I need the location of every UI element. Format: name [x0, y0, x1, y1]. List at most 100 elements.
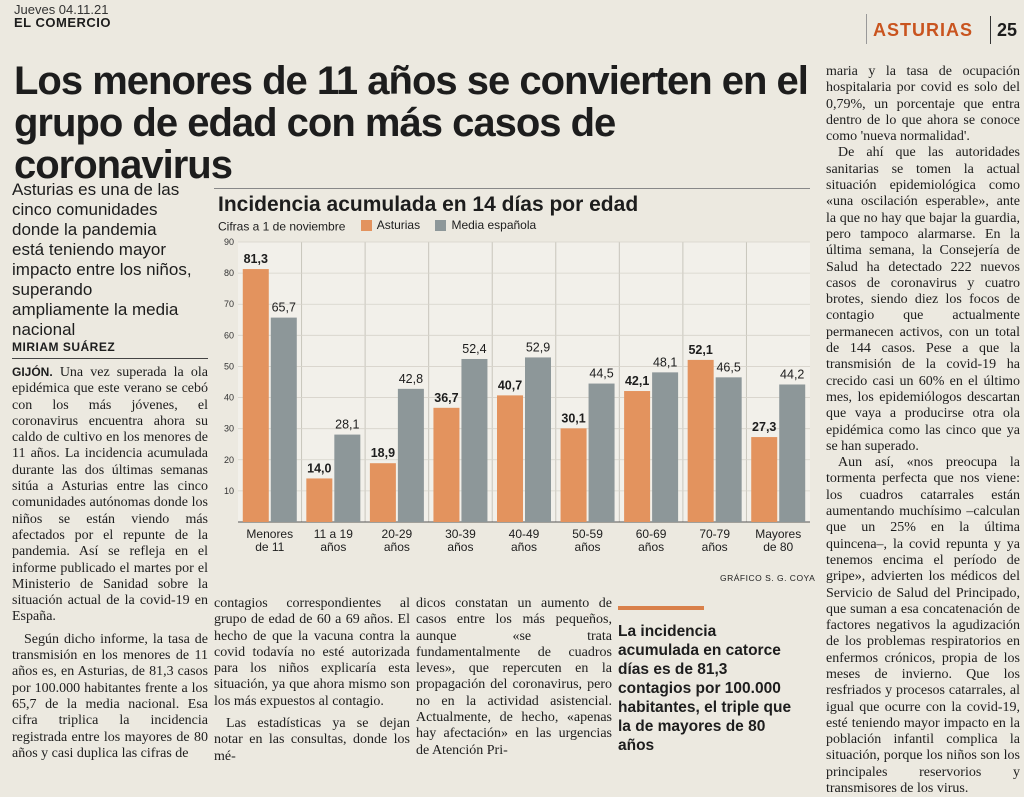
bar-value-label: 65,7	[272, 301, 296, 315]
y-tick-label: 90	[224, 237, 234, 247]
bar-value-label: 81,3	[244, 252, 268, 266]
bar-value-label: 27,3	[752, 420, 776, 434]
paragraph: GIJÓN. Una vez superada la ola epidémica…	[12, 364, 208, 626]
legend-label: Media española	[451, 218, 537, 232]
bar-media	[588, 383, 615, 522]
x-tick-label: 50-59	[572, 527, 603, 541]
bar-asturias	[242, 269, 269, 522]
article-column-5: maria y la tasa de ocupación hospitalari…	[826, 64, 1020, 797]
y-tick-label: 80	[224, 268, 234, 278]
x-tick-label: años	[447, 540, 473, 554]
paragraph: Las estadísticas ya se dejan notar en la…	[214, 716, 410, 764]
bar-media	[525, 357, 551, 522]
paragraph: contagios correspondientes al grupo de e…	[214, 596, 410, 709]
y-tick-label: 60	[224, 330, 234, 340]
bar-media	[270, 317, 297, 522]
bar-media	[461, 358, 488, 522]
x-tick-label: años	[511, 540, 537, 554]
bar-value-label: 44,2	[780, 367, 804, 381]
article-column-3: dicos constatan un aumento de casos entr…	[416, 596, 612, 759]
x-tick-label: 11 a 19	[314, 527, 353, 541]
x-tick-label: Mayores	[755, 527, 801, 541]
bar-value-label: 44,5	[589, 367, 613, 381]
x-tick-label: de 80	[763, 540, 793, 554]
chart-subtitle: Cifras a 1 de noviembre	[218, 219, 346, 234]
chart-title: Incidencia acumulada en 14 días por edad	[218, 193, 639, 216]
legend-item-media: Media española	[423, 218, 536, 232]
bar-value-label: 36,7	[434, 391, 458, 405]
paragraph-text: Una vez superada la ola epidémica que es…	[12, 365, 208, 625]
article-column-1: GIJÓN. Una vez superada la ola epidémica…	[12, 364, 208, 762]
y-tick-label: 30	[224, 424, 234, 434]
byline-divider	[12, 358, 208, 359]
bar-value-label: 42,8	[399, 372, 423, 386]
bar-value-label: 30,1	[561, 411, 585, 425]
chart-top-rule	[214, 188, 810, 189]
page-number: 25	[997, 20, 1018, 40]
section-divider	[990, 16, 991, 44]
standfirst: Asturias es una de las cinco comunidades…	[12, 180, 192, 339]
pull-quote: La incidencia acumulada en catorce días …	[618, 606, 798, 755]
section-name: ASTURIAS	[873, 20, 974, 40]
legend-swatch	[360, 219, 372, 231]
paragraph: Según dicho informe, la tasa de transmis…	[12, 631, 208, 761]
bar-media	[779, 384, 806, 522]
x-tick-label: 30-39	[445, 527, 476, 541]
x-tick-label: años	[638, 540, 664, 554]
x-tick-label: 20-29	[382, 527, 413, 541]
x-tick-label: años	[575, 540, 601, 554]
y-tick-label: 70	[224, 299, 234, 309]
bar-value-label: 42,1	[625, 374, 649, 388]
issue-date: Jueves 04.11.21	[14, 2, 109, 17]
y-tick-label: 40	[224, 393, 234, 403]
chart-credit: GRÁFICO S. G. COYA	[720, 573, 816, 583]
pull-quote-rule	[618, 606, 704, 610]
x-tick-label: años	[320, 540, 346, 554]
x-tick-label: años	[384, 540, 410, 554]
chart-legend: Cifras a 1 de noviembre Asturias Media e…	[218, 218, 536, 234]
pull-quote-text: La incidencia acumulada en catorce días …	[618, 623, 792, 754]
paragraph: De ahí que las autoridades sanitarias se…	[826, 145, 1020, 454]
headline: Los menores de 11 años se convierten en …	[14, 59, 809, 187]
bar-asturias	[751, 437, 778, 522]
bar-asturias	[369, 463, 396, 522]
article-column-2: contagios correspondientes al grupo de e…	[214, 596, 410, 765]
bar-asturias	[560, 428, 587, 522]
bar-value-label: 48,1	[653, 355, 677, 369]
x-tick-label: 60-69	[636, 527, 667, 541]
y-tick-label: 20	[224, 455, 234, 465]
x-tick-label: 70-79	[699, 527, 730, 541]
bar-asturias	[306, 478, 333, 522]
bar-asturias	[687, 359, 714, 522]
bar-value-label: 14,0	[307, 461, 331, 475]
bar-asturias	[433, 407, 460, 522]
x-tick-label: 40-49	[509, 527, 540, 541]
newspaper-name: EL COMERCIO	[14, 15, 111, 30]
legend-item-asturias: Asturias	[349, 218, 420, 232]
bar-value-label: 52,9	[526, 340, 550, 354]
bar-value-label: 46,5	[716, 360, 740, 374]
plot-area	[238, 242, 810, 522]
bar-media	[715, 377, 742, 522]
legend-swatch	[435, 219, 447, 231]
y-tick-label: 50	[224, 361, 234, 371]
legend-label: Asturias	[376, 218, 421, 232]
bar-asturias	[497, 395, 523, 522]
bar-media	[397, 388, 424, 522]
paragraph: maria y la tasa de ocupación hospitalari…	[826, 64, 1020, 145]
paragraph: Aun así, «nos preocupa la tormenta perfe…	[826, 455, 1020, 797]
bar-value-label: 52,4	[462, 342, 486, 356]
bar-value-label: 52,1	[688, 343, 712, 357]
x-tick-label: Menores	[246, 527, 293, 541]
bar-media	[334, 434, 361, 522]
bar-value-label: 18,9	[371, 446, 395, 460]
masthead-divider	[866, 14, 867, 44]
y-tick-label: 10	[224, 486, 234, 496]
x-tick-label: años	[702, 540, 728, 554]
bar-value-label: 28,1	[335, 418, 359, 432]
bar-media	[652, 372, 679, 522]
x-tick-label: de 11	[255, 540, 284, 554]
bar-value-label: 40,7	[498, 378, 522, 392]
paragraph: dicos constatan un aumento de casos entr…	[416, 596, 612, 758]
